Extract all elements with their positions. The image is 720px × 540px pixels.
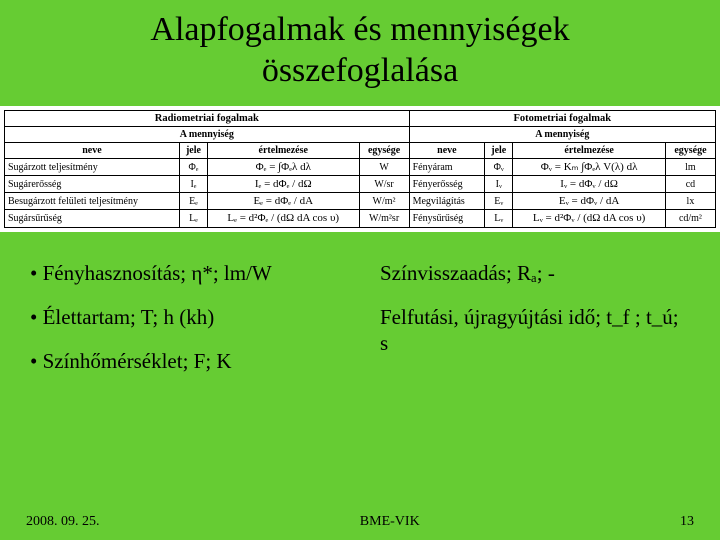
table-cell: lx <box>665 193 715 210</box>
table-cell: Lₑ = d²Φₑ / (dΩ dA cos υ) <box>208 210 360 227</box>
table-group-right: Fotometriai fogalmak <box>409 110 715 127</box>
table-cell: Eₑ = dΦₑ / dA <box>208 193 360 210</box>
footer-page: 13 <box>680 514 694 530</box>
footer-center: BME-VIK <box>360 514 420 530</box>
title-line-1: Alapfogalmak és mennyiségek <box>150 11 569 48</box>
table-cell: Lₑ <box>179 210 207 227</box>
th-l-def: értelmezése <box>208 143 360 159</box>
table-cell: Megvilágítás <box>409 193 485 210</box>
table-cell: Fényerősség <box>409 176 485 193</box>
table-cell: cd <box>665 176 715 193</box>
table-cell: Iᵥ = dΦᵥ / dΩ <box>513 176 666 193</box>
th-r-sym: jele <box>485 143 513 159</box>
table-cell: Sugárzott teljesítmény <box>5 159 180 176</box>
table-container: Radiometriai fogalmak Fotometriai fogalm… <box>0 106 720 232</box>
table-cell: Eₑ <box>179 193 207 210</box>
table-sub-left: A mennyiség <box>5 127 410 143</box>
bullets-left-col: • Fényhasznosítás; η*; lm/W • Élettartam… <box>30 260 340 393</box>
bullet-left-1: • Élettartam; T; h (kh) <box>30 304 340 330</box>
table-cell: Eᵥ <box>485 193 513 210</box>
th-l-name: neve <box>5 143 180 159</box>
th-r-name: neve <box>409 143 485 159</box>
bullet-left-2: • Színhőmérséklet; F; K <box>30 348 340 374</box>
table-cell: Iᵥ <box>485 176 513 193</box>
table-cell: Lᵥ <box>485 210 513 227</box>
footer-date: 2008. 09. 25. <box>26 514 100 530</box>
table-cell: Fényáram <box>409 159 485 176</box>
title-line-2: összefoglalása <box>262 52 458 89</box>
table-cell: W/m²sr <box>359 210 409 227</box>
table-cell: lm <box>665 159 715 176</box>
bullet-right-1: Felfutási, újragyújtási idő; t_f ; t_ú; … <box>380 304 690 357</box>
table-cell: Φₑ = ∫Φₑλ dλ <box>208 159 360 176</box>
table-cell: W <box>359 159 409 176</box>
table-row: SugárerősségIₑIₑ = dΦₑ / dΩW/srFényerőss… <box>5 176 716 193</box>
table-row: Besugárzott felületi teljesítményEₑEₑ = … <box>5 193 716 210</box>
table-cell: Φᵥ = Kₘ ∫Φₑλ V(λ) dλ <box>513 159 666 176</box>
table-group-left: Radiometriai fogalmak <box>5 110 410 127</box>
table-cell: Iₑ = dΦₑ / dΩ <box>208 176 360 193</box>
table-cell: Φᵥ <box>485 159 513 176</box>
table-cell: cd/m² <box>665 210 715 227</box>
quantities-table: Radiometriai fogalmak Fotometriai fogalm… <box>4 110 716 228</box>
th-r-def: értelmezése <box>513 143 666 159</box>
table-cell: Sugárerősség <box>5 176 180 193</box>
table-cell: W/m² <box>359 193 409 210</box>
bullets-area: • Fényhasznosítás; η*; lm/W • Élettartam… <box>0 232 720 393</box>
table-cell: Sugársűrűség <box>5 210 180 227</box>
table-cell: Fénysűrűség <box>409 210 485 227</box>
table-cell: Φₑ <box>179 159 207 176</box>
slide-title: Alapfogalmak és mennyiségek összefoglalá… <box>0 0 720 98</box>
bullet-right-0: Színvisszaadás; Rₐ; - <box>380 260 690 286</box>
table-sub-right: A mennyiség <box>409 127 715 143</box>
th-l-sym: jele <box>179 143 207 159</box>
th-l-unit: egysége <box>359 143 409 159</box>
table-cell: Besugárzott felületi teljesítmény <box>5 193 180 210</box>
table-cell: Lᵥ = d²Φᵥ / (dΩ dA cos υ) <box>513 210 666 227</box>
table-cell: W/sr <box>359 176 409 193</box>
th-r-unit: egysége <box>665 143 715 159</box>
table-row: SugársűrűségLₑLₑ = d²Φₑ / (dΩ dA cos υ)W… <box>5 210 716 227</box>
table-row: Sugárzott teljesítményΦₑΦₑ = ∫Φₑλ dλWFén… <box>5 159 716 176</box>
slide-footer: 2008. 09. 25. BME-VIK 13 <box>0 514 720 530</box>
table-cell: Eᵥ = dΦᵥ / dA <box>513 193 666 210</box>
bullets-right-col: Színvisszaadás; Rₐ; - Felfutási, újragyú… <box>340 260 690 393</box>
bullet-left-0: • Fényhasznosítás; η*; lm/W <box>30 260 340 286</box>
table-cell: Iₑ <box>179 176 207 193</box>
